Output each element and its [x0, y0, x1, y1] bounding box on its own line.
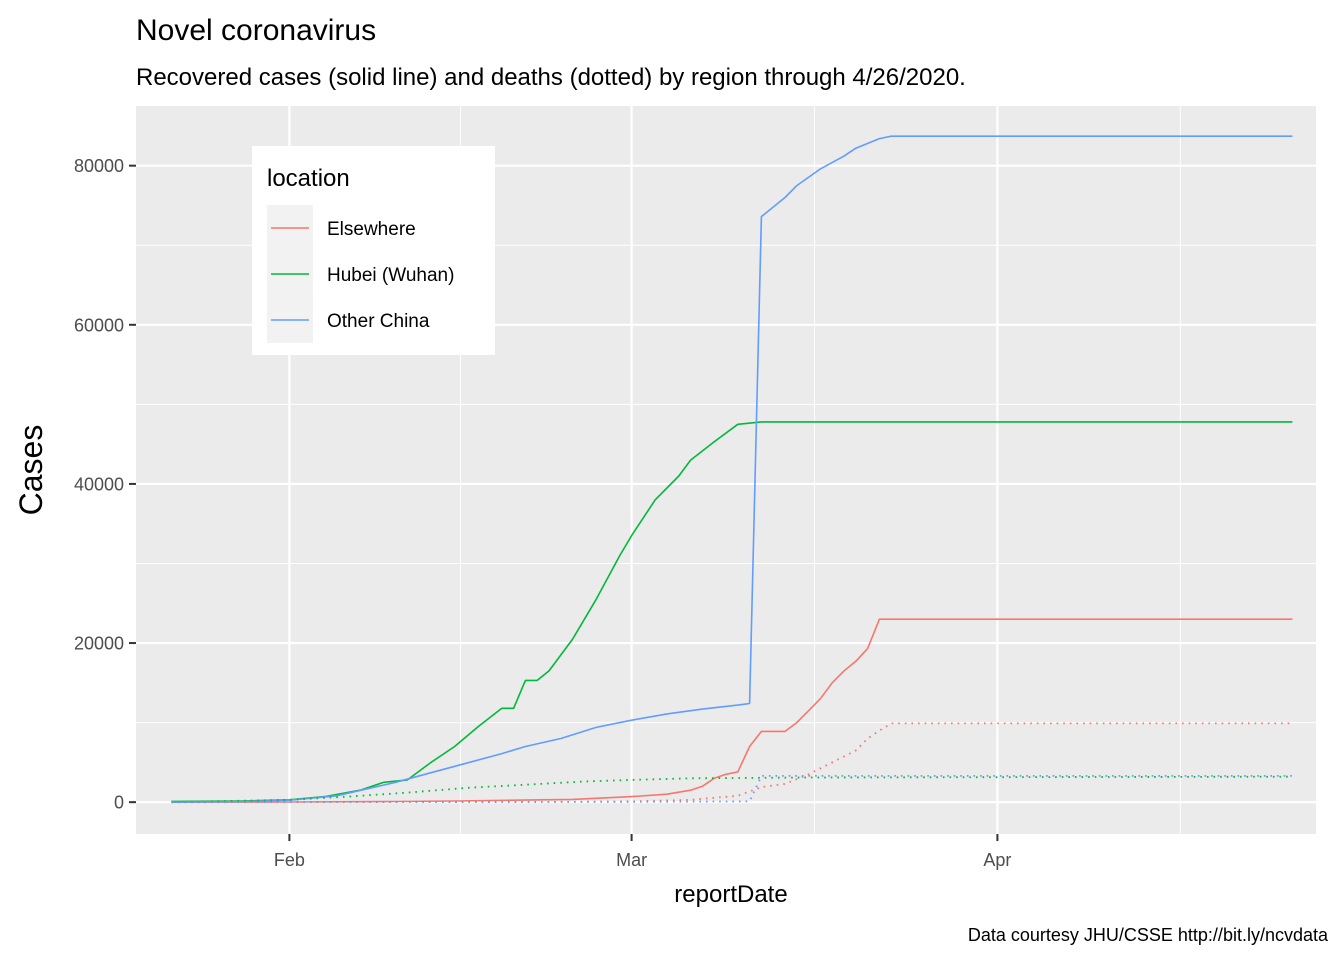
- y-tick-label: 60000: [74, 315, 124, 335]
- y-axis-title: Cases: [13, 425, 49, 516]
- legend: location Elsewhere Hubei (Wuhan) Other Chi…: [252, 146, 495, 355]
- y-tick-label: 80000: [74, 156, 124, 176]
- axis-ticks: 0 20000 40000 60000 80000 Feb Mar Apr: [74, 156, 1011, 870]
- chart-subtitle: Recovered cases (solid line) and deaths …: [136, 64, 966, 91]
- x-tick-label: Apr: [983, 850, 1011, 870]
- series-line-recovered-elsewhere: [171, 618, 1293, 803]
- legend-title: location: [267, 165, 350, 192]
- series-lines: [171, 135, 1293, 804]
- x-tick-label: Feb: [274, 850, 305, 870]
- chart-title: Novel coronavirus: [136, 14, 376, 47]
- legend-label: Other China: [327, 311, 430, 332]
- series-line-deaths-hubei-wuhan: [171, 775, 1293, 803]
- legend-label: Hubei (Wuhan): [327, 265, 454, 286]
- x-tick-label: Mar: [616, 850, 647, 870]
- series-line-recovered-other-china: [171, 135, 1293, 803]
- caption: Data courtesy JHU/CSSE http://bit.ly/ncv…: [968, 925, 1329, 945]
- x-axis-title: reportDate: [674, 881, 787, 908]
- legend-label: Elsewhere: [327, 219, 416, 240]
- y-tick-label: 0: [114, 793, 124, 813]
- legend-items: Elsewhere Hubei (Wuhan) Other China: [267, 205, 454, 343]
- y-tick-label: 40000: [74, 474, 124, 494]
- y-tick-label: 20000: [74, 634, 124, 654]
